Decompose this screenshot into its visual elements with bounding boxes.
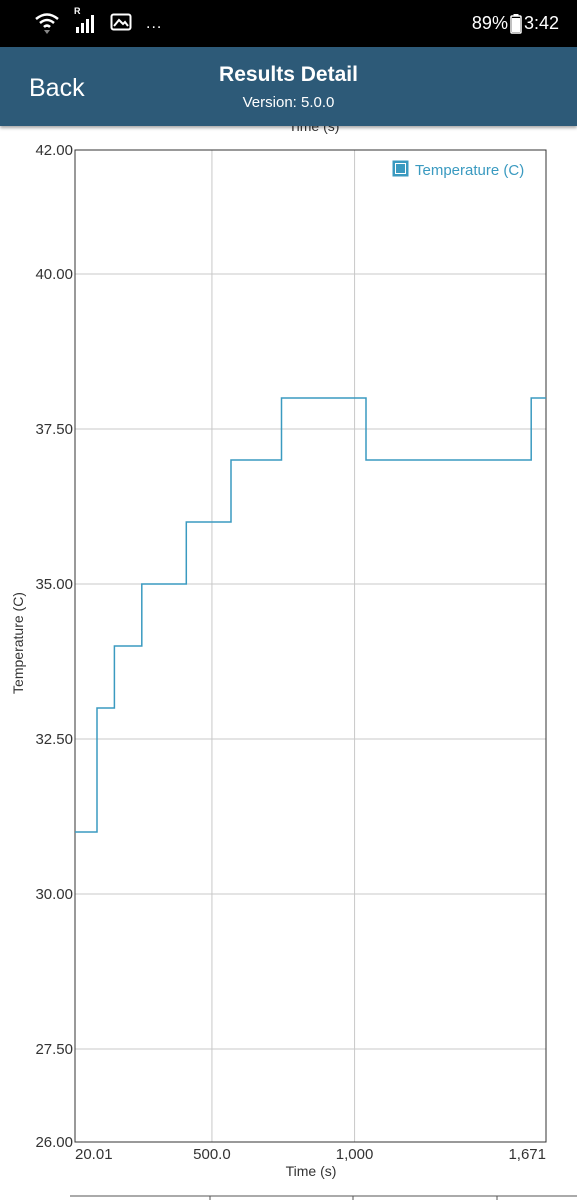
chart-grid xyxy=(74,149,547,1143)
wifi-icon xyxy=(35,13,59,34)
x-tick-label: 20.01 xyxy=(75,1146,113,1163)
battery-percent: 89% xyxy=(471,13,508,33)
version-label: Version: 5.0.0 xyxy=(242,94,335,111)
x-axis-label: Time (s) xyxy=(286,1163,337,1179)
roaming-indicator: R xyxy=(74,6,81,16)
plot-border xyxy=(74,149,547,1143)
y-tick-label: 32.50 xyxy=(35,731,73,748)
battery-icon xyxy=(510,13,522,34)
page-title: Results Detail xyxy=(219,63,358,86)
more-notifications: ... xyxy=(146,15,163,32)
back-button[interactable]: Back xyxy=(29,74,85,102)
clock: 3:42 xyxy=(523,13,559,33)
signal-icon: R xyxy=(74,6,96,34)
status-icons-left: R ... xyxy=(34,6,163,34)
temperature-series-line xyxy=(75,397,546,833)
y-tick-label: 26.00 xyxy=(35,1134,73,1151)
y-axis-ticks: 26.00 27.50 30.00 32.50 35.00 37.50 40.00 42.00 xyxy=(35,142,73,1151)
y-tick-label: 40.00 xyxy=(35,266,73,283)
y-axis-label: Temperature (C) xyxy=(10,592,26,694)
y-tick-label: 35.00 xyxy=(35,576,73,593)
gallery-icon xyxy=(110,13,132,31)
y-tick-label: 42.00 xyxy=(35,142,73,159)
x-tick-label: 500.0 xyxy=(193,1146,231,1163)
legend[interactable]: Temperature (C) xyxy=(392,160,524,179)
y-tick-label: 30.00 xyxy=(35,886,73,903)
x-axis-ticks: 20.01 500.0 1,000 1,671 xyxy=(75,1146,546,1163)
x-tick-label: 1,671 xyxy=(508,1146,546,1163)
status-bar: R ... 89% 3:42 xyxy=(0,0,577,47)
y-tick-label: 27.50 xyxy=(35,1041,73,1058)
x-tick-label: 1,000 xyxy=(336,1146,374,1163)
app-header: Back Results Detail Version: 5.0.0 xyxy=(0,47,577,126)
legend-label: Temperature (C) xyxy=(415,162,524,179)
status-icons-right: 89% 3:42 xyxy=(472,13,559,34)
y-tick-label: 37.50 xyxy=(35,421,73,438)
